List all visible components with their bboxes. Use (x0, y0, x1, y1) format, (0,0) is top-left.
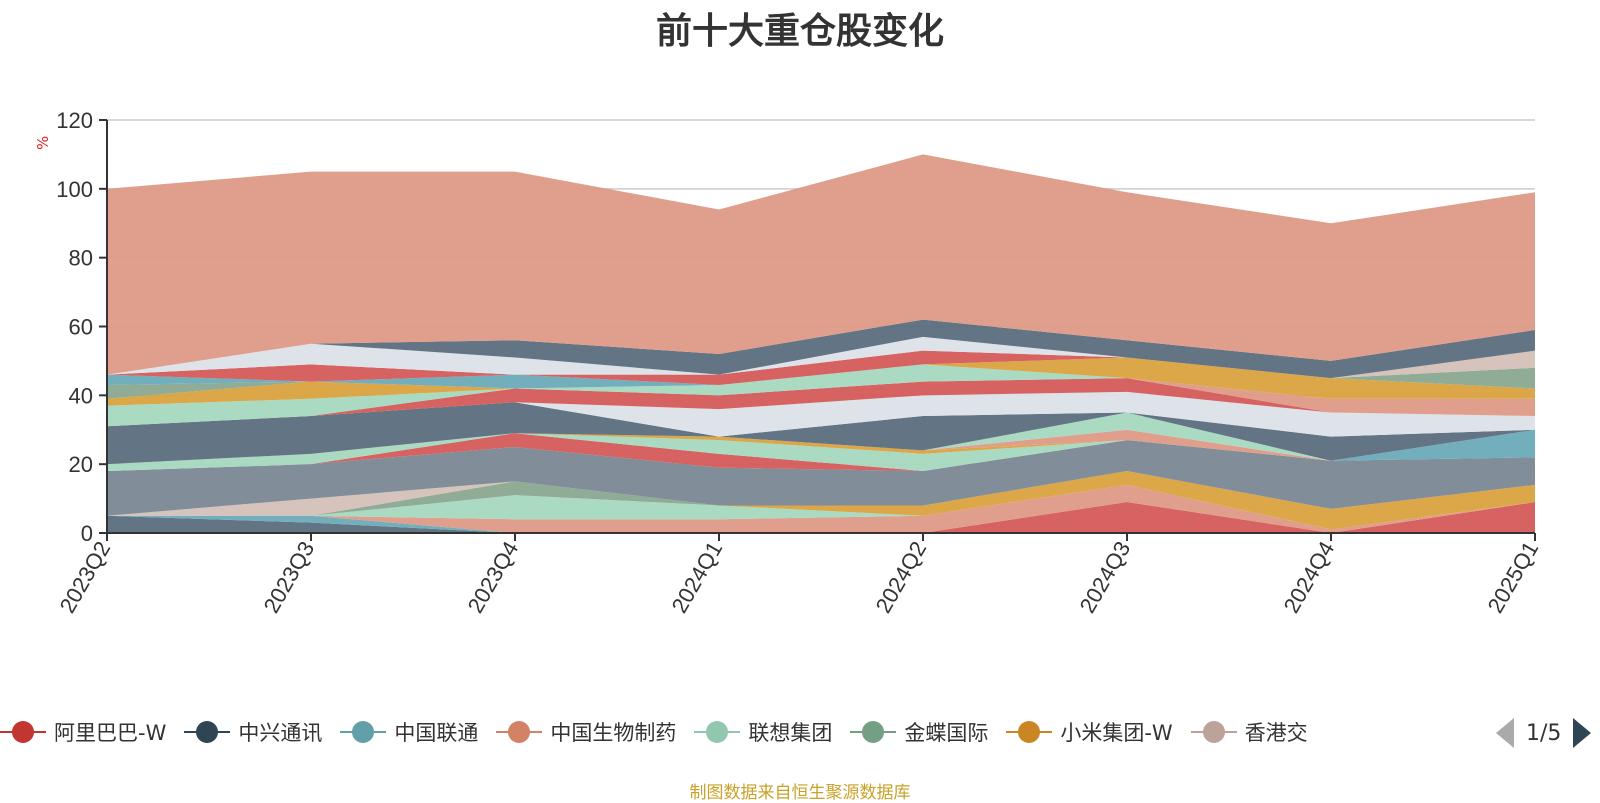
legend-item[interactable]: 小米集团-W (1006, 712, 1173, 752)
area-阿里巴巴-W (107, 502, 1535, 533)
legend-label: 中国生物制药 (550, 721, 677, 745)
area-金蝶国际 (107, 481, 1535, 530)
x-tick-label: 2023Q3 (259, 537, 320, 617)
area-series-11 (107, 433, 1535, 472)
legend-item[interactable]: 香港交 (1190, 712, 1308, 752)
legend-label: 联想集团 (748, 721, 833, 745)
legend-marker-icon (184, 720, 231, 744)
y-axis-label: % (34, 135, 52, 150)
legend-marker-icon (496, 720, 543, 744)
legend-next-page-button[interactable] (1573, 718, 1592, 748)
y-tick-label: 120 (56, 108, 93, 133)
chart-title: 前十大重仓股变化 (655, 11, 944, 52)
area-series-13 (107, 429, 1535, 465)
area-香港交易所 (107, 471, 1535, 516)
x-tick-label: 2024Q1 (667, 537, 728, 617)
x-tick-label: 2023Q2 (55, 537, 116, 617)
x-tick-label: 2023Q4 (463, 537, 524, 617)
legend-label: 小米集团-W (1060, 721, 1173, 745)
area-series-17 (107, 391, 1535, 437)
y-tick-label: 40 (69, 383, 93, 408)
legend-marker-icon (340, 720, 387, 744)
legend-item[interactable]: 中国生物制药 (496, 712, 676, 752)
area-series-27 (107, 319, 1535, 379)
legend-item[interactable]: 中兴通讯 (184, 712, 322, 752)
legend-prev-page-button[interactable] (1496, 718, 1514, 748)
legend-label: 中兴通讯 (238, 721, 323, 745)
legend-pager: 1/5 (1496, 718, 1600, 748)
area-series-18 (107, 378, 1535, 427)
y-tick-label: 100 (56, 177, 93, 202)
x-tick-label: 2025Q1 (1483, 537, 1544, 617)
legend-label: 金蝶国际 (904, 721, 989, 745)
area-series-10 (107, 433, 1535, 472)
area-series-21 (107, 357, 1535, 406)
legend-label: 香港交 (1244, 721, 1308, 745)
y-tick-label: 80 (69, 246, 93, 271)
area-series-16 (107, 402, 1535, 465)
area-series-25 (107, 336, 1535, 379)
area-series-24 (107, 350, 1535, 386)
legend: 阿里巴巴-W 中兴通讯 中国联通 中国生物制药 联想集团 金蝶国际 小米集团-W 香港交 (0, 712, 1500, 752)
x-tick-label: 2024Q4 (1279, 537, 1340, 617)
data-source-note: 制图数据来自恒生聚源数据库 (689, 783, 911, 803)
y-tick-label: 20 (69, 452, 93, 477)
legend-marker-icon (694, 720, 741, 744)
area-series-15 (107, 412, 1535, 465)
legend-marker-icon (1006, 720, 1053, 744)
area-series-14 (107, 412, 1535, 465)
legend-item[interactable]: 联想集团 (694, 712, 832, 752)
area-series-28 (107, 154, 1535, 375)
legend-page-indicator: 1/5 (1526, 720, 1562, 746)
legend-marker-icon (1190, 720, 1237, 744)
area-中兴通讯 (107, 502, 1535, 533)
area-series-23 (107, 357, 1535, 389)
area-series (107, 154, 1535, 533)
legend-marker-icon (850, 720, 897, 744)
legend-item[interactable]: 中国联通 (340, 712, 478, 752)
y-tick-label: 60 (69, 315, 93, 340)
legend-label: 中国联通 (394, 721, 479, 745)
area-联想集团 (107, 484, 1535, 530)
area-series-20 (107, 364, 1535, 427)
area-series-9 (107, 440, 1535, 516)
y-tick-label: 0 (81, 521, 93, 546)
area-中国生物制药 (107, 484, 1535, 533)
legend-item[interactable]: 金蝶国际 (850, 712, 988, 752)
legend-label: 阿里巴巴-W (54, 721, 167, 745)
area-小米集团-W (107, 471, 1535, 530)
legend-marker-icon (0, 720, 46, 744)
area-series-26 (107, 336, 1535, 379)
legend-item[interactable]: 阿里巴巴-W (0, 712, 166, 752)
x-tick-label: 2024Q3 (1075, 537, 1136, 617)
x-tick-label: 2024Q2 (871, 537, 932, 617)
